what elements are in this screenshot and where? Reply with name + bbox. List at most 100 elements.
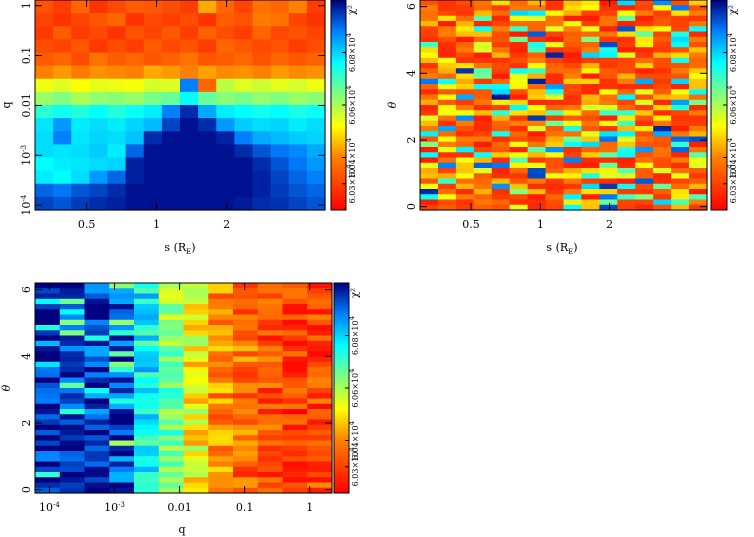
heatmap-cell (134, 403, 160, 410)
heatmap-cell (545, 73, 565, 80)
heatmap-cell (689, 31, 708, 38)
heatmap-cell (216, 105, 235, 119)
heatmap-cell (437, 15, 457, 22)
heatmap-cell (89, 52, 109, 67)
heatmap-cell (420, 152, 439, 159)
heatmap-cell (161, 0, 181, 14)
heatmap-cell (599, 26, 618, 33)
heatmap-cell (109, 314, 135, 321)
heatmap-cell (473, 5, 493, 12)
heatmap-cell (689, 73, 708, 80)
heatmap-cell (183, 440, 209, 447)
heatmap-cell (599, 204, 618, 211)
heatmap-cell (35, 409, 61, 415)
heatmap-cell (270, 91, 290, 106)
heatmap-cell (420, 120, 439, 127)
x-axis-label: s (RE) (546, 241, 577, 256)
heatmap-cell (491, 110, 511, 117)
heatmap-cell (509, 78, 529, 85)
heatmap-cell (509, 162, 529, 169)
heatmap-cell (617, 26, 636, 33)
heatmap-cell (59, 451, 86, 457)
heatmap-cell (35, 325, 61, 331)
heatmap-cell (563, 63, 583, 69)
heatmap-cell (288, 144, 308, 159)
heatmap-cell (208, 314, 234, 321)
heatmap-cell (134, 283, 160, 289)
heatmap-cell (257, 414, 284, 421)
heatmap-cell (545, 36, 565, 43)
heatmap-cell (125, 52, 145, 67)
heatmap-cell (257, 298, 284, 305)
heatmap-cell (581, 168, 600, 174)
heatmap-cell (180, 144, 199, 159)
heatmap-cell (84, 477, 110, 484)
heatmap-cell (134, 293, 160, 300)
heatmap-cell (617, 21, 636, 27)
heatmap-cell (208, 293, 234, 300)
heatmap-cell (491, 94, 511, 101)
x-axis-label: q (178, 523, 185, 536)
y-tick-label: 0.1 (20, 47, 33, 64)
heatmap-cell (473, 105, 493, 111)
heatmap-cell (84, 361, 110, 368)
heatmap-cell (158, 393, 185, 400)
heatmap-cell (491, 141, 511, 148)
heatmap-cell (233, 424, 259, 431)
heatmap-cell (617, 183, 636, 190)
heatmap-cell (617, 115, 636, 122)
heatmap-cell (599, 131, 618, 138)
heatmap-cell (109, 430, 135, 436)
heatmap-cell (282, 466, 308, 473)
heatmap-cell (270, 65, 290, 80)
y-tick-label: 4 (20, 353, 33, 360)
heatmap-cell (473, 78, 493, 85)
heatmap-cell (581, 99, 600, 106)
heatmap-cell (180, 118, 199, 132)
heatmap-cell (257, 403, 284, 410)
heatmap-cell (437, 47, 457, 54)
heatmap-cell (125, 26, 145, 40)
heatmap-cell (183, 330, 209, 337)
heatmap-cell (307, 487, 333, 494)
heatmap-cell (437, 5, 457, 12)
heatmap-cell (635, 42, 654, 48)
heatmap-cell (617, 141, 636, 148)
heatmap-cell (420, 110, 439, 117)
heatmap-cell (134, 472, 160, 478)
heatmap-cell (563, 99, 583, 106)
heatmap-cell (306, 26, 326, 40)
heatmap-cell (307, 309, 333, 316)
heatmap-cell (84, 304, 110, 310)
x-tick-label: 1 (537, 218, 544, 231)
heatmap-cell (545, 94, 565, 101)
heatmap-cell (509, 189, 529, 195)
heatmap-cell (89, 131, 109, 145)
heatmap-cell (198, 118, 217, 132)
heatmap-cell (599, 115, 618, 122)
heatmap-cell (420, 126, 439, 132)
heatmap-cell (635, 152, 654, 159)
heatmap-cell (527, 94, 547, 101)
y-tick-label: 2 (20, 420, 33, 427)
heatmap-cell (437, 162, 457, 169)
heatmap-cell (437, 36, 457, 43)
heatmap-cell (270, 39, 290, 54)
heatmap-cell (84, 372, 110, 379)
heatmap-cell (180, 131, 199, 145)
heatmap-cell (455, 168, 475, 174)
heatmap-cell (158, 372, 185, 379)
heatmap-cell (59, 487, 86, 494)
heatmap-cell (545, 84, 565, 90)
heatmap-cell (288, 183, 308, 198)
heatmap-cell (282, 382, 308, 389)
heatmap-cell (473, 110, 493, 117)
heatmap-cell (233, 351, 259, 358)
heatmap-cell (653, 26, 672, 33)
heatmap-cell (257, 477, 284, 484)
heatmap-cell (491, 63, 511, 69)
heatmap-cell (59, 356, 86, 363)
heatmap-cell (71, 131, 90, 145)
heatmap-cell (671, 78, 690, 85)
